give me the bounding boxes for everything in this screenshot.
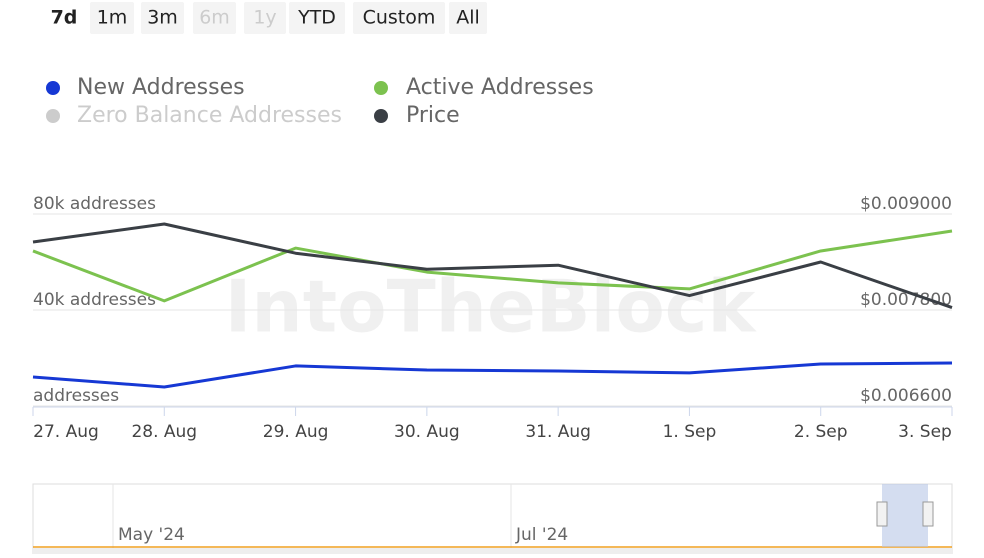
navigator-handle[interactable]	[922, 501, 934, 527]
navigator: May '24 Jul '24	[32, 483, 953, 555]
range-button[interactable]	[90, 2, 134, 34]
legend-marker	[374, 81, 388, 95]
x-tick-label: 30. Aug	[394, 422, 460, 442]
y2-tick-label: $0.009000	[860, 194, 952, 214]
range-button[interactable]	[289, 2, 345, 34]
legend-marker	[374, 109, 388, 123]
range-button-label[interactable]: All	[456, 7, 480, 29]
y-tick-label: addresses	[33, 386, 119, 406]
series-line	[32, 229, 953, 303]
navigator-label: Jul '24	[515, 525, 568, 545]
navigator-handle[interactable]	[876, 501, 888, 527]
y-tick-label: 80k addresses	[33, 194, 156, 214]
x-tick-label: 28. Aug	[131, 422, 197, 442]
range-button[interactable]	[42, 2, 86, 34]
scrollbar[interactable]	[33, 548, 952, 554]
range-button-label[interactable]: 1m	[97, 7, 128, 29]
range-button[interactable]	[141, 2, 184, 34]
series-line	[32, 361, 953, 389]
navigator-selection[interactable]	[882, 484, 928, 547]
range-button-label[interactable]: Custom	[363, 7, 436, 29]
y2-tick-label: $0.006600	[860, 386, 952, 406]
range-selector: 7d 1m 3m 6m 1y YTD Custom All	[42, 2, 487, 34]
range-button	[193, 2, 236, 34]
legend-label[interactable]: Active Addresses	[406, 75, 594, 100]
range-button-label: 1y	[253, 7, 276, 29]
y-tick-label: 40k addresses	[33, 290, 156, 310]
range-button	[244, 2, 286, 34]
range-button-label[interactable]: YTD	[297, 7, 336, 29]
x-tick-label: 3. Sep	[898, 422, 952, 442]
range-button[interactable]	[449, 2, 487, 34]
x-tick-label: 27. Aug	[33, 422, 99, 442]
plot-area: 80k addresses 40k addresses addresses $0.00…	[32, 194, 953, 442]
legend-label[interactable]: Price	[406, 103, 460, 128]
legend-marker	[46, 109, 60, 123]
range-button-label: 6m	[199, 7, 230, 29]
range-button-label[interactable]: 7d	[51, 7, 78, 29]
legend-marker	[46, 81, 60, 95]
x-tick-label: 31. Aug	[525, 422, 591, 442]
y2-tick-label: $0.007800	[860, 290, 952, 310]
legend-label[interactable]: New Addresses	[77, 75, 245, 100]
navigator-label: May '24	[118, 525, 185, 545]
range-button-label[interactable]: 3m	[147, 7, 178, 29]
x-tick-label: 2. Sep	[794, 422, 848, 442]
series-line	[32, 222, 953, 310]
x-tick-label: 1. Sep	[663, 422, 717, 442]
range-button[interactable]	[353, 2, 445, 34]
legend: New Addresses Active Addresses Zero Bala…	[46, 75, 594, 128]
x-tick-label: 29. Aug	[263, 422, 329, 442]
legend-label[interactable]: Zero Balance Addresses	[77, 103, 342, 128]
